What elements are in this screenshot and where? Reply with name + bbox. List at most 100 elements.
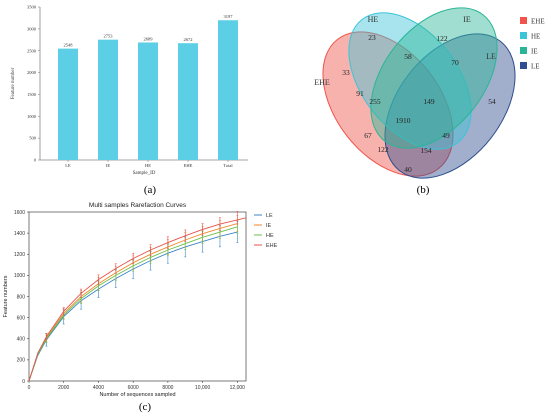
x-tick-label: LE xyxy=(65,163,71,168)
bar xyxy=(58,48,78,161)
rarefaction-series xyxy=(28,211,247,382)
x-tick-label: 4000 xyxy=(93,385,104,391)
venn-region-count: 70 xyxy=(451,58,459,67)
series-line xyxy=(28,226,238,382)
series-line xyxy=(28,223,238,382)
venn-region-count: 122 xyxy=(436,34,448,43)
bar-chart-x-label: Sample_ID xyxy=(133,171,156,176)
bar-chart-panel-a: 0 500 1000 1500 2000 2500 3000 3500 2548 LE 2753 I… xyxy=(11,5,248,196)
series-he xyxy=(28,220,239,382)
venn-ellipse-le xyxy=(384,33,516,179)
venn-region-count: 40 xyxy=(404,165,412,174)
series-line xyxy=(28,217,247,382)
venn-set-name: HE xyxy=(368,15,379,24)
series-le xyxy=(28,221,239,382)
venn-region-count: 91 xyxy=(356,89,364,98)
x-tick-label: IE xyxy=(106,163,110,168)
series-ehe xyxy=(28,211,247,382)
venn-legend-label: IE xyxy=(531,48,538,56)
rarefaction-y-label: Feature numbers xyxy=(3,275,9,317)
venn-legend-label: HE xyxy=(531,33,540,41)
venn-legend-swatch xyxy=(520,32,527,39)
bar xyxy=(138,42,158,160)
bar xyxy=(98,39,118,160)
x-tick-label: 2000 xyxy=(58,385,69,391)
y-tick-label: 2000 xyxy=(27,70,37,75)
venn-region-count: 1910 xyxy=(396,116,411,125)
bar-value-label: 2753 xyxy=(104,34,114,39)
x-tick-label: 6000 xyxy=(128,385,139,391)
y-tick-label: 0 xyxy=(34,158,37,163)
venn-region-count: 58 xyxy=(404,52,412,61)
panel-label-b: (b) xyxy=(417,184,430,196)
bar-value-label: 2548 xyxy=(64,43,74,48)
bar-chart-y-ticks: 0 500 1000 1500 2000 2500 3000 3500 xyxy=(27,5,40,163)
y-tick-label: 400 xyxy=(17,337,26,343)
bar-value-label: 2689 xyxy=(144,36,154,41)
venn-region-count: 67 xyxy=(364,131,372,140)
venn-region-count: 255 xyxy=(369,97,381,106)
venn-region-count: 54 xyxy=(488,97,496,106)
y-tick-label: 500 xyxy=(29,136,37,141)
venn-legend-label: LE xyxy=(531,63,540,71)
venn-legend-swatch xyxy=(520,17,527,24)
y-tick-label: 1000 xyxy=(27,114,37,119)
x-tick-label: 8000 xyxy=(162,385,173,391)
bar xyxy=(178,43,198,160)
venn-ellipse-ehe xyxy=(322,31,454,177)
bar-chart-y-label: Feature number xyxy=(11,67,16,99)
venn-region-count: 23 xyxy=(368,33,376,42)
panel-label-c: (c) xyxy=(139,401,152,413)
venn-legend: EHE HE IE LE xyxy=(520,17,545,71)
venn-ellipses xyxy=(322,7,516,179)
venn-legend-swatch xyxy=(520,47,527,54)
line-chart-panel-c: Multi samples Rarefaction Curves 0 200 400… xyxy=(3,202,278,413)
y-tick-label: 200 xyxy=(17,358,26,364)
y-tick-label: 3500 xyxy=(27,5,37,10)
x-tick-label: 0 xyxy=(28,385,31,391)
venn-legend-swatch xyxy=(520,62,527,69)
rarefaction-x-label: Number of sequences sampled xyxy=(99,392,175,398)
y-tick-label: 3000 xyxy=(27,26,37,31)
rarefaction-plot-frame xyxy=(28,211,247,382)
venn-set-name: LE xyxy=(486,52,496,61)
y-tick-label: 600 xyxy=(17,315,26,321)
y-tick-label: 2500 xyxy=(27,48,37,53)
venn-region-count: 33 xyxy=(342,68,350,77)
y-tick-label: 1200 xyxy=(14,252,25,258)
bar-chart-bars: 2548 LE 2753 IE 2689 HE 2672 EHE 3197 Total xyxy=(58,14,238,168)
x-tick-label: 12,000 xyxy=(230,385,246,391)
bar xyxy=(218,20,238,161)
y-tick-label: 1000 xyxy=(14,273,25,279)
rarefaction-axis-ticks: 0 200 400 600 800 1000 1200 1400 1600 0 2000 4000 60… xyxy=(14,210,245,391)
venn-set-name: IE xyxy=(463,15,471,24)
rarefaction-legend: LE IE HE EHE xyxy=(254,213,278,249)
x-tick-label: 10,000 xyxy=(195,385,211,391)
y-tick-label: 800 xyxy=(17,294,26,300)
legend-label: LE xyxy=(266,213,273,219)
panel-label-a: (a) xyxy=(144,184,157,196)
bar-value-label: 3197 xyxy=(224,14,234,19)
venn-legend-label: EHE xyxy=(531,18,545,26)
y-tick-label: 1400 xyxy=(14,231,25,237)
y-tick-label: 1500 xyxy=(27,92,37,97)
x-tick-label: HE xyxy=(145,163,151,168)
legend-label: IE xyxy=(266,223,272,229)
venn-set-name: EHE xyxy=(314,78,330,87)
x-tick-label: Total xyxy=(223,163,233,168)
venn-region-count: 149 xyxy=(423,97,435,106)
series-line xyxy=(28,231,238,382)
legend-label: HE xyxy=(266,233,274,239)
venn-region-counts: 23 122 33 54 58 91 70 255 149 1910 67 49 122 154 40 xyxy=(342,33,496,174)
venn-region-count: 154 xyxy=(420,146,432,155)
venn-ellipse-ie xyxy=(370,7,498,149)
venn-set-names: EHE HE IE LE xyxy=(314,15,496,87)
venn-region-count: 122 xyxy=(377,145,389,154)
venn-ellipse-he xyxy=(348,12,472,150)
x-tick-label: EHE xyxy=(184,163,193,168)
bar-value-label: 2672 xyxy=(184,37,193,42)
y-tick-label: 1600 xyxy=(14,210,25,216)
y-tick-label: 0 xyxy=(22,379,25,385)
venn-diagram-panel-b: EHE HE IE LE 23 122 33 54 58 91 70 255 149 1910 67 49 1… xyxy=(314,7,545,196)
